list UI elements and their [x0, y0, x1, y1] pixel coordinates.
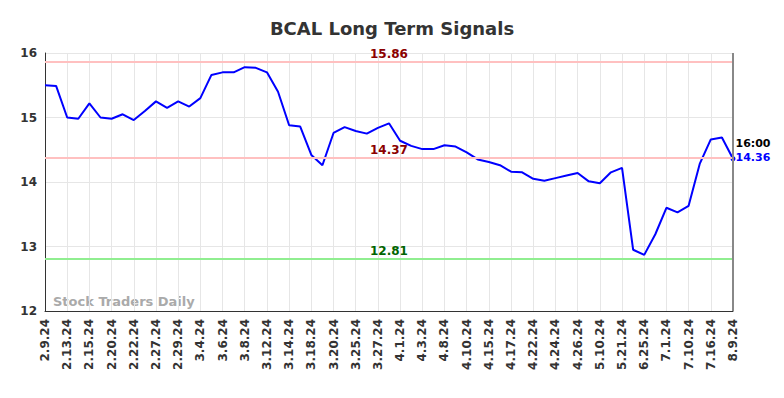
- svg-text:16: 16: [20, 46, 37, 60]
- svg-text:4.26.24: 4.26.24: [571, 319, 585, 370]
- svg-text:4.17.24: 4.17.24: [504, 319, 518, 370]
- svg-text:2.22.24: 2.22.24: [127, 319, 141, 370]
- svg-text:5.10.24: 5.10.24: [593, 319, 607, 370]
- svg-text:5.21.24: 5.21.24: [615, 319, 629, 370]
- svg-text:4.3.24: 4.3.24: [415, 319, 429, 362]
- svg-text:15.86: 15.86: [370, 47, 408, 61]
- svg-text:14.37: 14.37: [370, 143, 408, 157]
- svg-text:3.4.24: 3.4.24: [193, 319, 207, 362]
- svg-text:7.1.24: 7.1.24: [659, 319, 673, 362]
- svg-text:3.12.24: 3.12.24: [260, 319, 274, 370]
- svg-text:3.6.24: 3.6.24: [216, 319, 230, 362]
- svg-text:4.22.24: 4.22.24: [526, 319, 540, 370]
- svg-text:2.13.24: 2.13.24: [60, 319, 74, 370]
- svg-text:2.20.24: 2.20.24: [105, 319, 119, 370]
- svg-text:8.9.24: 8.9.24: [726, 319, 740, 362]
- svg-text:16:00: 16:00: [736, 137, 771, 150]
- svg-text:12: 12: [20, 304, 37, 318]
- svg-text:3.27.24: 3.27.24: [371, 319, 385, 370]
- svg-text:6.25.24: 6.25.24: [637, 319, 651, 370]
- svg-text:4.10.24: 4.10.24: [460, 319, 474, 370]
- svg-text:Stock Traders Daily: Stock Traders Daily: [53, 294, 195, 309]
- svg-text:2.15.24: 2.15.24: [82, 319, 96, 370]
- svg-text:BCAL Long Term Signals: BCAL Long Term Signals: [270, 18, 514, 39]
- svg-text:4.15.24: 4.15.24: [482, 319, 496, 370]
- svg-text:12.81: 12.81: [370, 244, 408, 258]
- svg-text:4.24.24: 4.24.24: [548, 319, 562, 370]
- svg-text:14: 14: [20, 175, 37, 189]
- svg-text:4.8.24: 4.8.24: [437, 319, 451, 362]
- svg-text:2.9.24: 2.9.24: [38, 319, 52, 362]
- svg-text:3.25.24: 3.25.24: [349, 319, 363, 370]
- svg-text:2.27.24: 2.27.24: [149, 319, 163, 370]
- svg-text:2.29.24: 2.29.24: [171, 319, 185, 370]
- svg-text:3.14.24: 3.14.24: [282, 319, 296, 370]
- svg-text:3.20.24: 3.20.24: [327, 319, 341, 370]
- svg-text:13: 13: [20, 240, 37, 254]
- svg-text:15: 15: [20, 111, 37, 125]
- svg-text:3.8.24: 3.8.24: [238, 319, 252, 362]
- svg-text:7.16.24: 7.16.24: [704, 319, 718, 370]
- svg-text:4.1.24: 4.1.24: [393, 319, 407, 362]
- svg-text:14.36: 14.36: [736, 151, 771, 164]
- svg-text:3.18.24: 3.18.24: [304, 319, 318, 370]
- svg-text:7.10.24: 7.10.24: [682, 319, 696, 370]
